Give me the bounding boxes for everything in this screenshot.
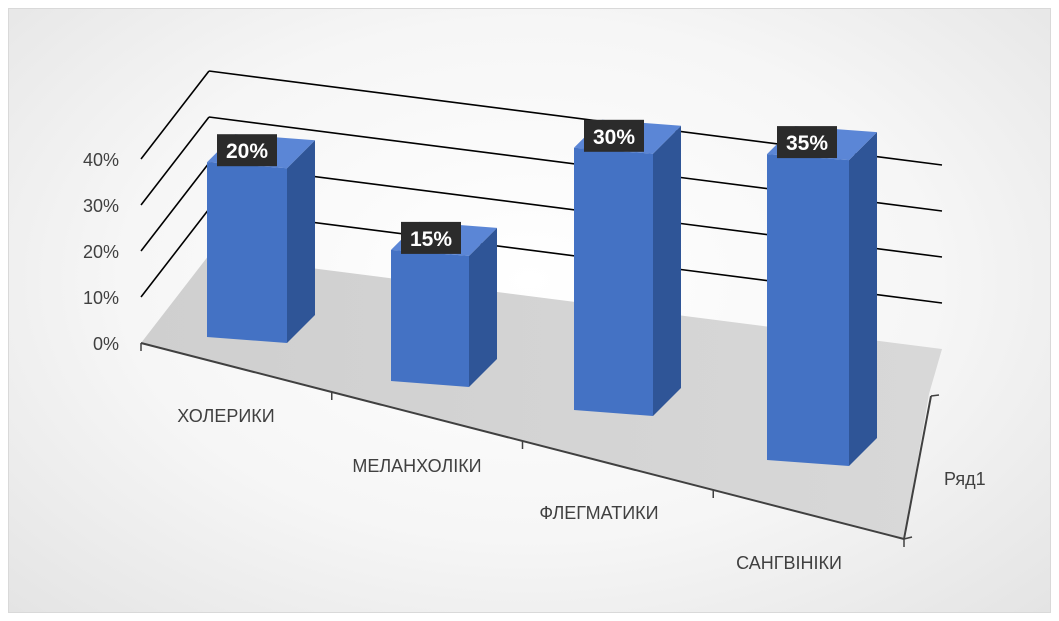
- category-label: ФЛЕГМАТИКИ: [539, 503, 658, 523]
- bar-side-face: [287, 140, 315, 343]
- category-label: ХОЛЕРИКИ: [177, 406, 274, 426]
- data-label-bg: [777, 126, 837, 159]
- gridline-side: [140, 162, 210, 252]
- gridline-side: [140, 116, 210, 206]
- depth-tick-mark: [930, 394, 940, 397]
- bar-3: [574, 119, 681, 417]
- bar-side-face: [653, 125, 681, 417]
- y-tick-label: 40%: [83, 150, 119, 170]
- bar-side-face: [469, 227, 497, 387]
- data-label-bg: [401, 221, 461, 254]
- data-label-3: 30%: [584, 119, 644, 152]
- gridline-side: [140, 208, 210, 298]
- floor: [141, 255, 942, 539]
- y-tick-label: 0%: [93, 334, 119, 354]
- chart-area: 0% 10% 20% 30% 40% ХОЛЕРИКИ МЕЛАНХОЛІКИ ФЛЕГМА…: [8, 8, 1051, 613]
- data-label-bg: [584, 119, 644, 152]
- gridline-side: [140, 70, 210, 160]
- data-label-text: 35%: [786, 132, 828, 155]
- depth-tick-mark: [903, 536, 913, 540]
- data-label-text: 15%: [410, 228, 452, 251]
- depth-axis-line: [903, 395, 932, 540]
- bar-front-face: [767, 154, 849, 466]
- category-label: САНГВІНІКИ: [736, 553, 842, 573]
- bar-front-face: [207, 162, 287, 343]
- y-tick-label: 30%: [83, 196, 119, 216]
- bar-4: [767, 126, 877, 466]
- data-label-bg: [217, 134, 277, 167]
- data-label-text: 20%: [226, 140, 268, 163]
- category-label: МЕЛАНХОЛІКИ: [352, 456, 481, 476]
- data-label-4: 35%: [777, 126, 837, 159]
- bar-front-face: [574, 147, 653, 417]
- data-label-text: 30%: [593, 126, 635, 149]
- bar-side-face: [849, 132, 877, 466]
- chart-svg: 0% 10% 20% 30% 40% ХОЛЕРИКИ МЕЛАНХОЛІКИ ФЛЕГМА…: [83, 70, 986, 573]
- data-label-2: 15%: [401, 221, 461, 254]
- series-label: Ряд1: [944, 469, 986, 489]
- bar-front-face: [391, 249, 469, 387]
- y-tick-label: 20%: [83, 242, 119, 262]
- y-tick-label: 10%: [83, 288, 119, 308]
- data-label-1: 20%: [217, 134, 277, 167]
